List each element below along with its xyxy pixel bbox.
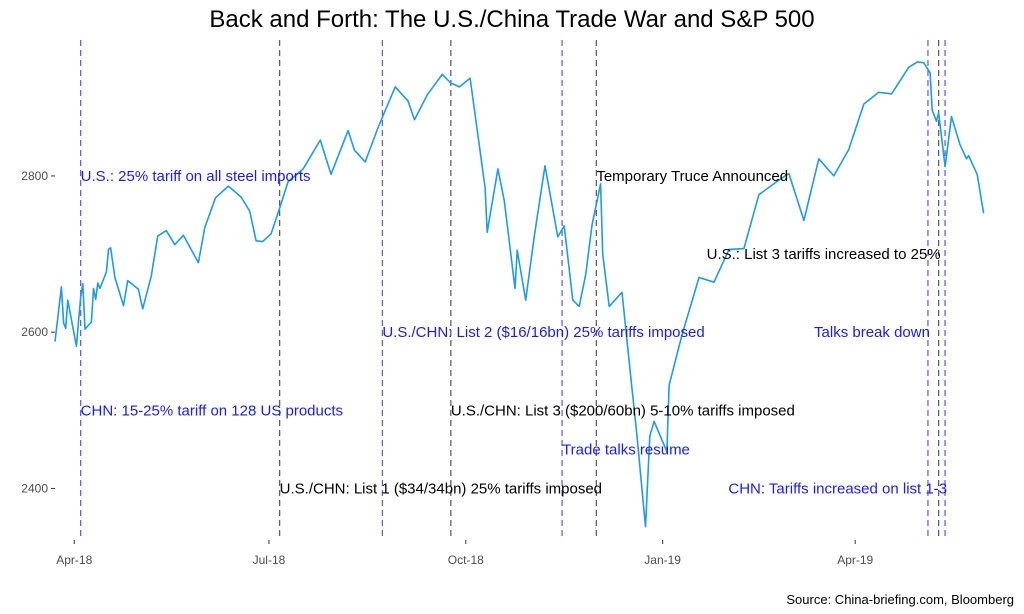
x-axis: Apr-18 Jul-18 Oct-18 Jan-19 Apr-19 [56,540,874,567]
y-axis: 2400 2600 2800 [21,169,55,495]
chart-title: Back and Forth: The U.S./China Trade War… [209,6,814,33]
annotation-label-8: Talks break down [814,324,930,341]
annotation-label-4: U.S./CHN: List 2 ($16/16bn) 25% tariffs … [382,324,704,341]
annotation-label-3: U.S./CHN: List 1 ($34/34bn) 25% tariffs … [280,480,602,497]
x-tick-label: Apr-18 [56,553,92,567]
sp500-line [54,61,985,528]
x-tick-label: Jul-18 [253,553,286,567]
price-series [54,61,985,528]
x-tick-label: Apr-19 [837,553,873,567]
x-tick-label: Oct-18 [448,553,484,567]
annotation-label-6: Trade talks resume [562,441,690,458]
y-tick-label: 2800 [21,169,48,183]
y-tick-label: 2600 [21,325,48,339]
annotation-label-10: CHN: Tariffs increased on list 1-3 [728,480,947,497]
annotation-label-7: Temporary Truce Announced [596,168,788,185]
y-tick-label: 2400 [21,481,48,495]
event-annotations: U.S.: 25% tariff on all steel imports CHN… [81,168,947,498]
annotation-label-1: U.S.: 25% tariff on all steel imports [81,168,311,185]
x-tick-label: Jan-19 [644,553,681,567]
annotation-label-9: U.S.: List 3 tariffs increased to 25% [707,246,941,263]
event-lines [80,40,946,540]
source-note: Source: China-briefing.com, Bloomberg [786,592,1014,607]
annotation-label-2: CHN: 15-25% tariff on 128 US products [81,402,343,419]
annotation-label-5: U.S./CHN: List 3 ($200/60bn) 5-10% tarif… [451,402,795,419]
